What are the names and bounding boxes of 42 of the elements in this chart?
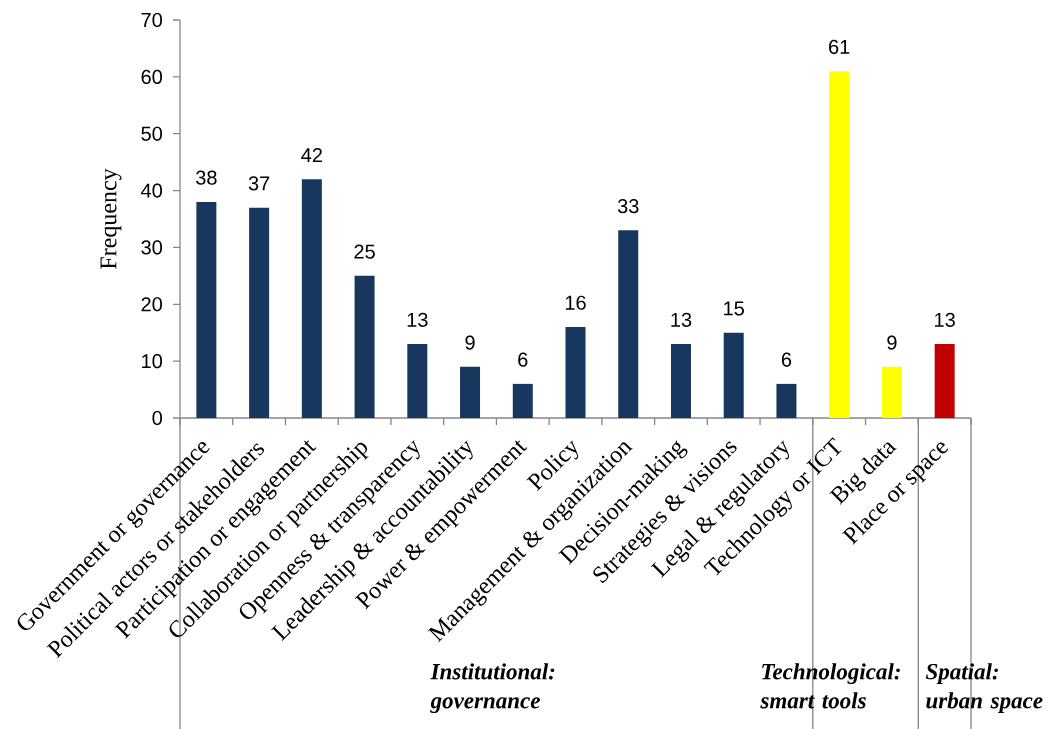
bar: [934, 344, 955, 418]
bar: [301, 179, 322, 418]
bar: [196, 201, 217, 418]
bar: [670, 344, 691, 418]
bar: [776, 383, 797, 418]
data-label: 16: [565, 295, 586, 310]
text: Technological: smart tools: [760, 663, 900, 709]
text: Spatial: urban space: [925, 663, 1043, 714]
bar: [512, 383, 533, 418]
y-tick-label: 70: [141, 12, 163, 28]
y-tick-label: 60: [141, 69, 163, 84]
y-tick-label: 30: [141, 240, 163, 255]
data-label: 6: [518, 352, 528, 367]
data-label: 9: [465, 335, 475, 350]
text: Institutional: governance: [430, 663, 555, 714]
bar: [881, 366, 902, 418]
y-tick-label: 40: [141, 183, 163, 198]
data-label: 13: [671, 312, 692, 327]
bar: [565, 327, 586, 418]
data-label: 9: [887, 335, 897, 350]
data-label: 6: [781, 352, 792, 367]
bar: [407, 344, 428, 418]
data-label: 37: [248, 176, 270, 191]
data-label: 13: [407, 312, 428, 327]
y-tick-label: 50: [141, 126, 163, 141]
bar: [460, 366, 481, 418]
data-label: 13: [935, 312, 955, 327]
bar: [829, 71, 850, 418]
bar: [618, 230, 639, 418]
y-tick-label: 0: [152, 410, 163, 426]
y-tick-label: 10: [142, 354, 163, 369]
bar: [723, 332, 744, 418]
data-label: 33: [617, 199, 639, 214]
bar: [354, 275, 375, 418]
data-label: 42: [301, 148, 322, 162]
data-label: 61: [829, 39, 850, 54]
bar: [249, 207, 270, 418]
y-tick-label: 20: [141, 297, 163, 312]
data-label: 38: [196, 170, 217, 185]
data-label: 15: [724, 301, 744, 316]
y-axis-title: Frequency: [100, 168, 122, 269]
data-label: 25: [354, 244, 375, 259]
